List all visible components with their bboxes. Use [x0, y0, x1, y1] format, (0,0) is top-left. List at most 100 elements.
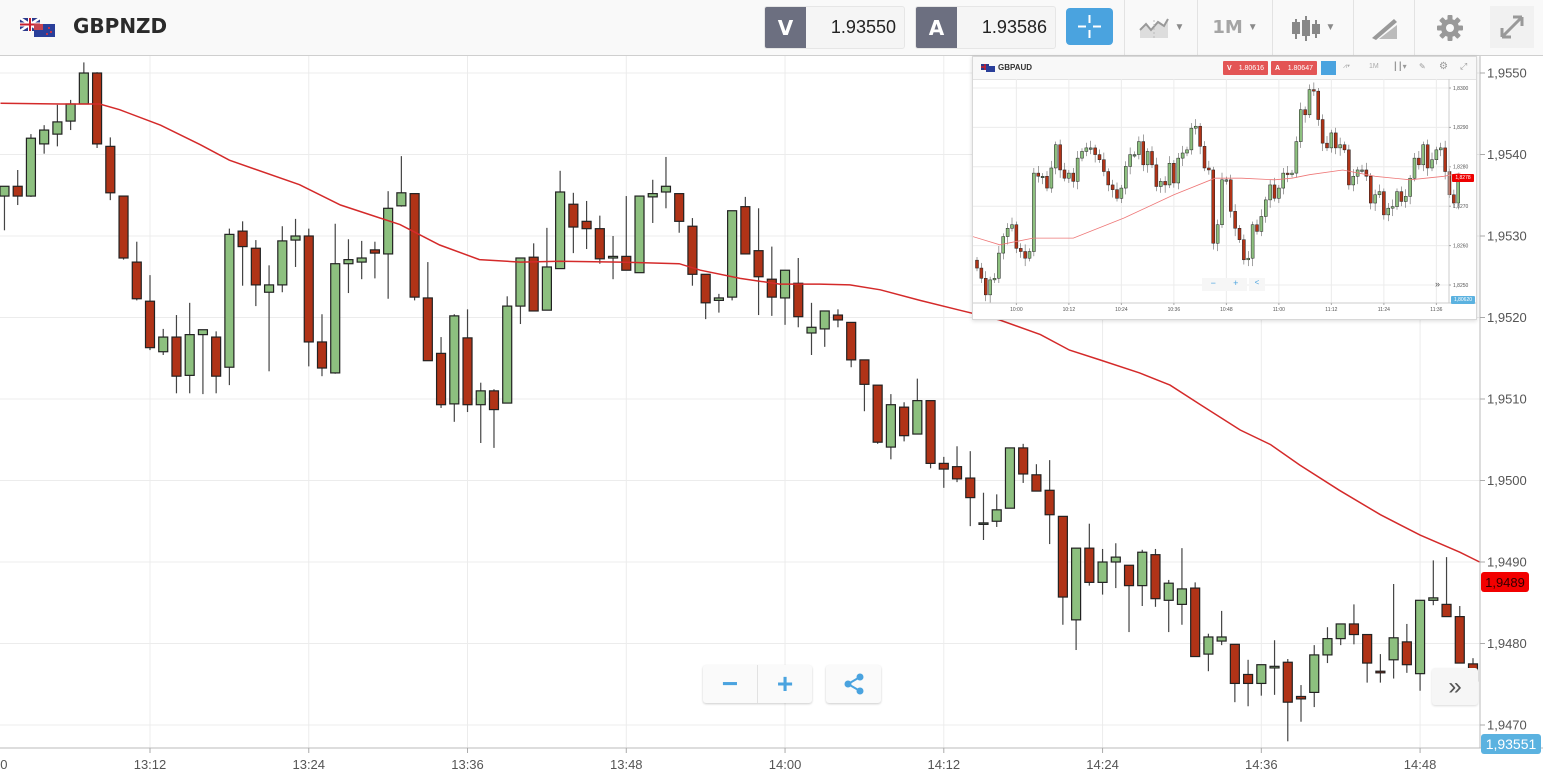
candle-up: [475, 390, 486, 406]
candle-down: [1285, 172, 1290, 175]
candle-down: [131, 261, 142, 300]
price-tick-label: 1,9500: [1487, 473, 1527, 488]
candle-down: [979, 267, 984, 279]
candle-down: [621, 255, 632, 271]
buy-price: 1.93586: [981, 17, 1047, 37]
sell-label: V: [765, 7, 806, 48]
candle-up: [1322, 638, 1333, 656]
candle-up: [224, 233, 235, 368]
candle-up: [1010, 224, 1014, 229]
candle-up: [1137, 551, 1148, 587]
candles: [0, 62, 1479, 742]
price-tick-label: 1,9530: [1487, 229, 1527, 244]
price-tick-label: 1,9470: [1487, 718, 1527, 733]
sell-price-button[interactable]: V 1.93550: [764, 6, 905, 49]
candle-up: [1137, 141, 1141, 155]
inset-share-button[interactable]: <: [1249, 278, 1265, 291]
candle-up: [1001, 236, 1005, 254]
candle-up: [1294, 141, 1299, 174]
price-tick-label: 1,9520: [1487, 310, 1527, 325]
candle-down: [316, 341, 328, 369]
zoom-out-button[interactable]: −: [721, 668, 739, 699]
inset-zoom-controls[interactable]: − +: [1202, 278, 1247, 291]
inset-sell-button[interactable]: V 1.80616: [1223, 61, 1268, 75]
inset-scroll-to-latest[interactable]: »: [1435, 279, 1441, 289]
candle-up: [449, 315, 460, 405]
candle-flat: [978, 522, 989, 525]
candle-down: [1382, 191, 1386, 216]
candle-down: [1417, 157, 1421, 166]
candle-down: [369, 249, 381, 254]
time-tick-label: 13:24: [292, 757, 325, 772]
candle-down: [965, 477, 976, 499]
drawing-tools-button[interactable]: [1353, 0, 1414, 55]
candle-flat: [1040, 176, 1045, 179]
candle-up: [541, 266, 553, 311]
chart-type-selector[interactable]: ▼: [1124, 0, 1197, 55]
candle-down: [409, 193, 420, 298]
candle-up: [65, 103, 76, 122]
candle-down: [1097, 154, 1102, 160]
candle-up: [1054, 144, 1058, 169]
inset-buy-label: A: [1275, 64, 1281, 72]
candle-down: [1364, 169, 1369, 177]
candle-up: [356, 257, 367, 263]
candle-down: [938, 462, 949, 470]
time-tick-label: 10:12: [1063, 307, 1076, 313]
candle-up: [1412, 157, 1417, 179]
inset-crosshair-button[interactable]: [1321, 61, 1336, 75]
inset-drawing-icon[interactable]: ✎: [1419, 62, 1426, 71]
candle-down: [1320, 119, 1325, 144]
candle-down: [1058, 144, 1062, 171]
candle-up: [39, 129, 50, 145]
price-tick-label: 1,9480: [1487, 636, 1527, 651]
candle-down: [1102, 159, 1106, 172]
candle-down: [1325, 142, 1329, 149]
candle-down: [1023, 251, 1027, 259]
inset-chart-type-icon[interactable]: ⩘▾: [1343, 63, 1350, 70]
candle-up: [660, 185, 672, 193]
inset-chart-gbpaud[interactable]: GBPAUD V 1.80616 A 1.80647 ⩘▾ 1M ┃┃▾ ✎ ⚙ ⤢…: [972, 56, 1477, 320]
inset-zoom-out[interactable]: −: [1210, 278, 1216, 288]
candle-down: [1229, 179, 1233, 212]
candle-style-selector[interactable]: ▼: [1272, 0, 1353, 55]
share-button[interactable]: [826, 665, 881, 703]
candle-down: [1014, 224, 1019, 249]
candle-up: [1395, 191, 1399, 207]
inset-candlestick-icon[interactable]: ┃┃▾: [1393, 62, 1407, 71]
candle-down: [1202, 146, 1207, 169]
inset-timeframe[interactable]: 1M: [1369, 63, 1379, 70]
time-tick-label: 14:00: [769, 757, 802, 772]
inset-fullscreen-icon[interactable]: ⤢: [1460, 61, 1468, 71]
candle-up: [1075, 157, 1080, 182]
timeframe-selector[interactable]: 1M ▼: [1197, 0, 1272, 55]
crosshair-button[interactable]: [1066, 8, 1113, 45]
candle-down: [118, 195, 129, 259]
candle-down: [793, 282, 804, 318]
candle-down: [1443, 147, 1447, 172]
inset-buy-button[interactable]: A 1.80647: [1271, 61, 1317, 75]
time-tick-label: 10:24: [1115, 307, 1128, 313]
candle-down: [435, 352, 447, 406]
settings-button[interactable]: [1414, 0, 1485, 55]
price-axis[interactable]: 1,9550 1,9540 1,9530 1,9520 1,9510 1,9500 1,94…: [1480, 66, 1527, 733]
candle-up: [912, 400, 923, 435]
time-axis[interactable]: 13:00 13:12 13:24 13:36 13:48 14:00 14:12 14:24…: [0, 748, 1436, 772]
candle-down: [700, 273, 711, 304]
candle-down: [1441, 603, 1452, 618]
zoom-in-button[interactable]: +: [757, 665, 812, 703]
candle-up: [1070, 547, 1082, 621]
scroll-to-latest-button[interactable]: »: [1432, 668, 1478, 705]
candle-up: [1110, 556, 1121, 563]
candle-down: [1233, 211, 1237, 229]
candle-down: [1295, 695, 1307, 700]
inset-gear-icon[interactable]: ⚙: [1439, 61, 1448, 72]
candle-up: [1256, 664, 1267, 685]
candle-up: [806, 326, 817, 334]
fullscreen-button[interactable]: [1490, 6, 1534, 48]
candle-up: [78, 72, 89, 105]
buy-price-button[interactable]: A 1.93586: [915, 6, 1056, 49]
inset-zoom-in[interactable]: +: [1233, 278, 1239, 288]
candle-up: [1194, 125, 1198, 129]
ma-value-badge: 1,9489: [1481, 572, 1529, 592]
